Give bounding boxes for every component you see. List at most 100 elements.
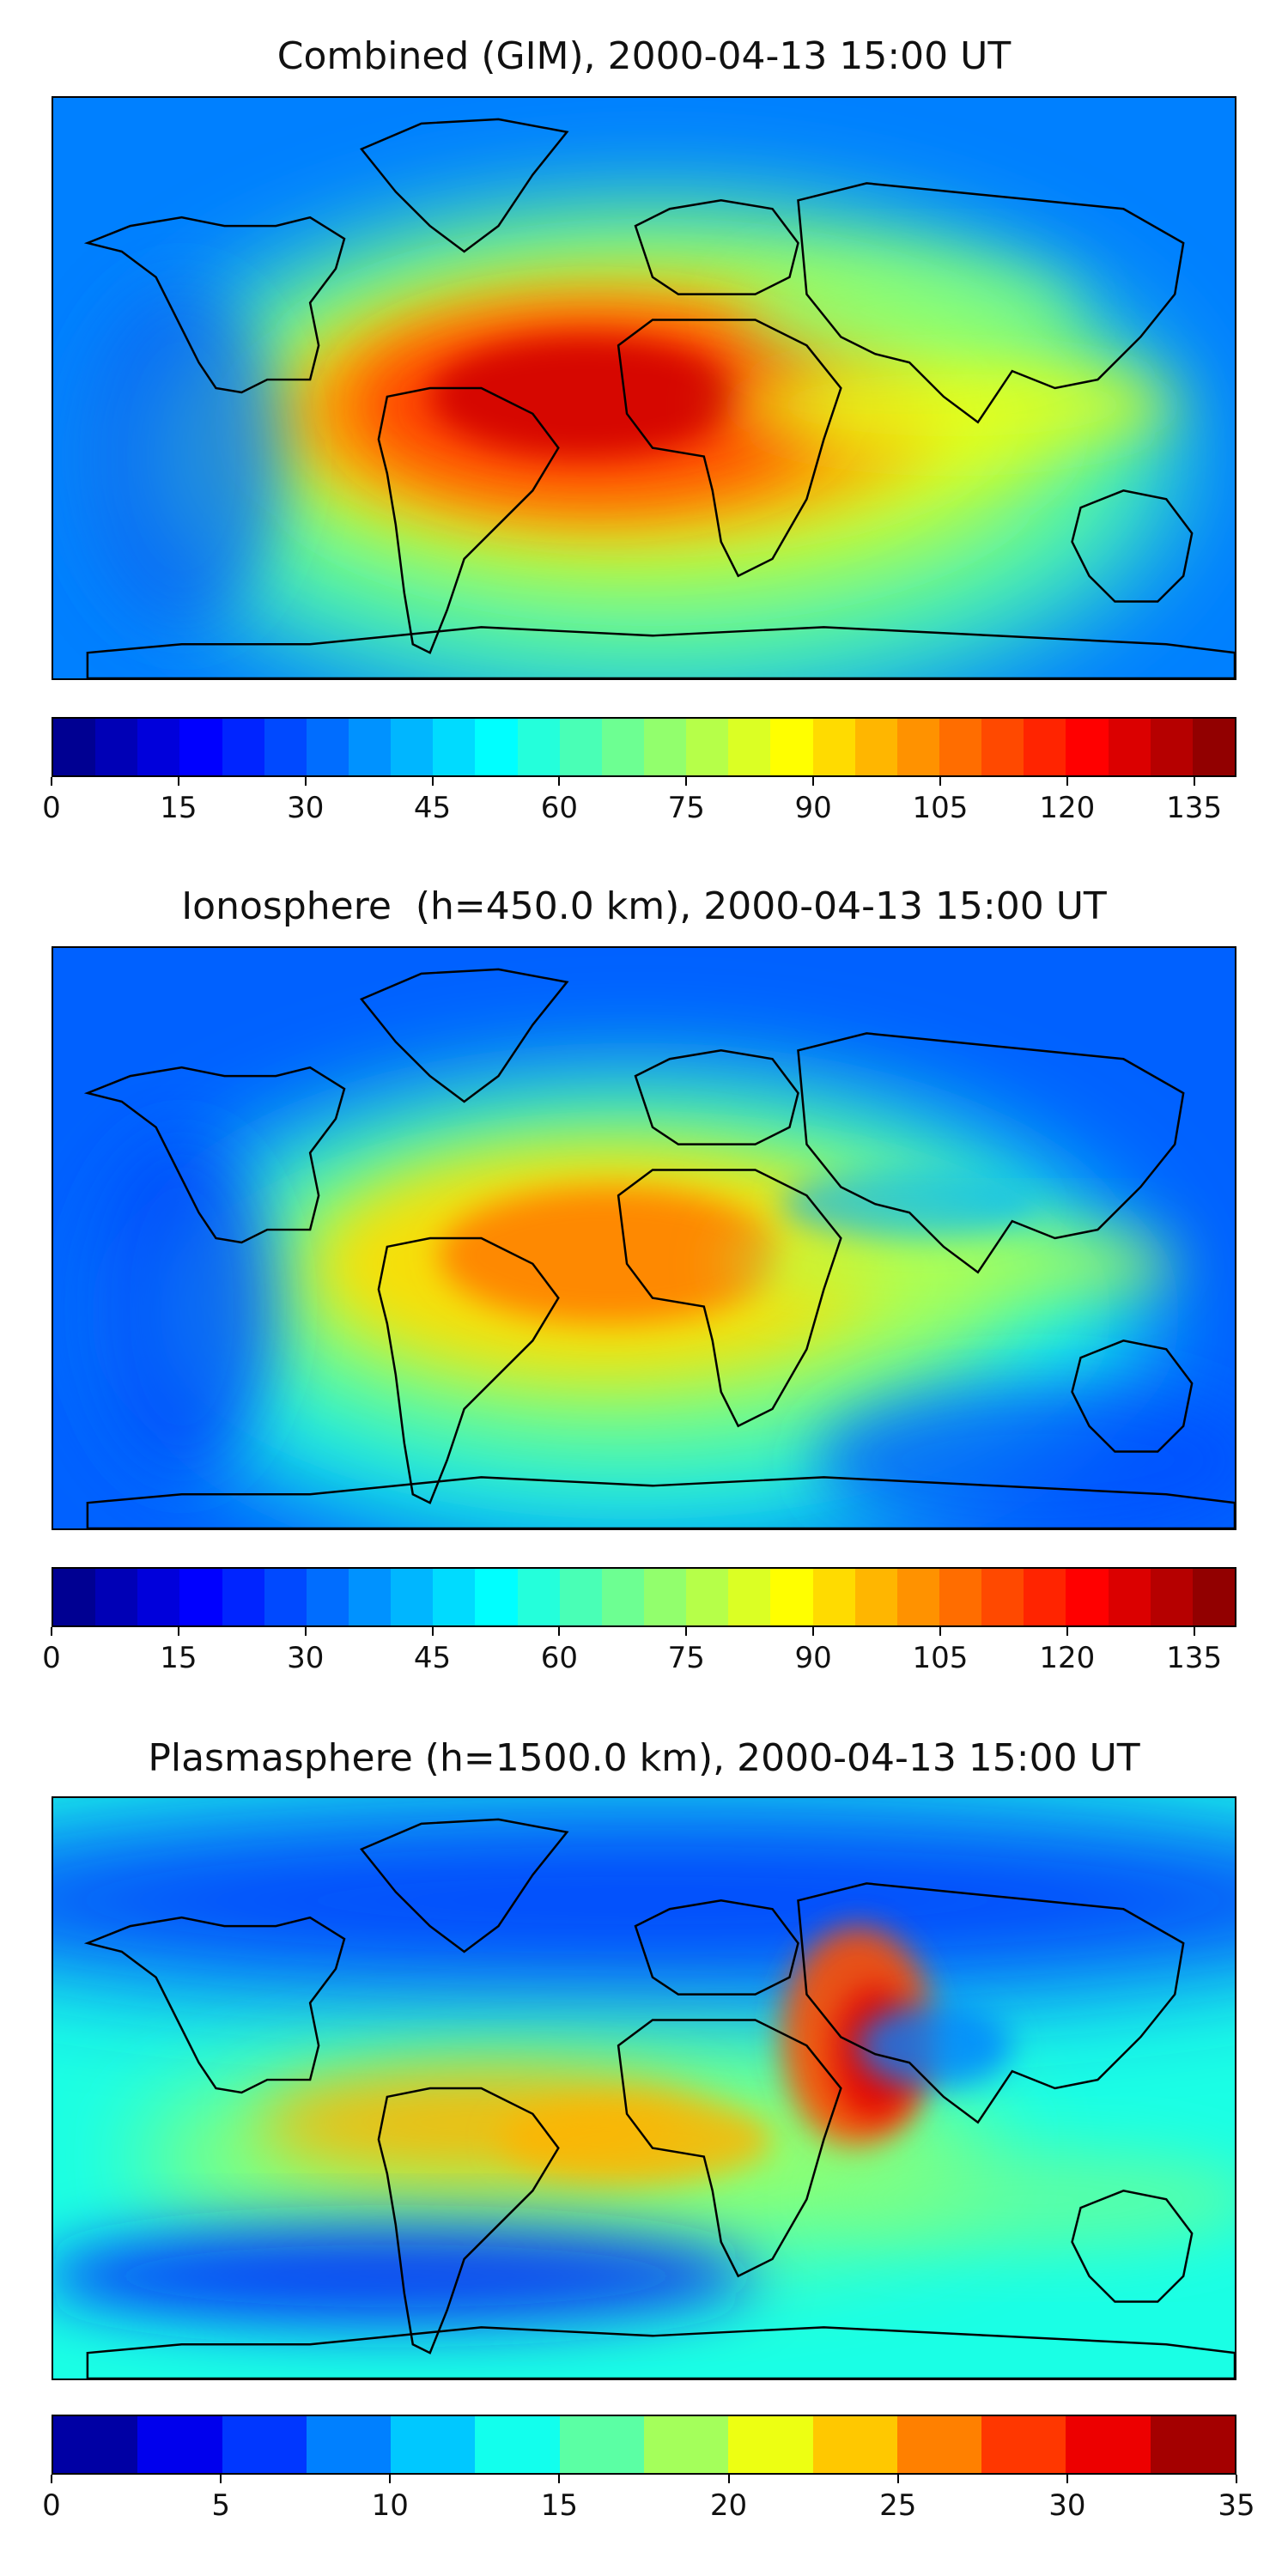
colorbar-level [179,1569,222,1625]
coastline [83,216,346,394]
colorbar-tick [896,2475,899,2483]
plasmasphere-map [52,1796,1236,2380]
colorbar-level [812,1569,855,1625]
colorbar-tick-label: 60 [540,1641,579,1675]
colorbar-tick [939,1627,941,1636]
colorbar-level [686,719,729,775]
colorbar-tick-label: 30 [287,791,325,825]
colorbar-tick [558,777,561,786]
colorbar-tick-label: 90 [794,1641,832,1675]
colorbar-tick [177,777,179,786]
coastline [86,626,1235,678]
colorbar-tick-label: 0 [42,791,61,825]
coastline [83,1066,346,1244]
colorbar-tick-label: 90 [794,791,832,825]
colorbar-tick [304,777,307,786]
colorbar-tick-label: 10 [371,2488,409,2523]
colorbar-level [222,2416,307,2473]
colorbar-tick [51,777,52,786]
colorbar-level [981,1569,1024,1625]
coastline [86,2326,1235,2379]
colorbar-level [53,2416,138,2473]
colorbar-level [306,719,349,775]
combined-title: Combined (GIM), 2000-04-13 15:00 UT [276,34,1012,78]
colorbar-tick-label: 15 [160,1641,197,1675]
colorbar-level [896,719,939,775]
colorbar-tick-label: 45 [413,1641,452,1675]
colorbar-level [137,719,180,775]
colorbar-level [686,1569,729,1625]
colorbar-level [1150,2416,1235,2473]
colorbar-level [939,719,982,775]
coastline [359,1818,569,1953]
colorbar-level [1066,719,1109,775]
colorbar-tick [939,777,941,786]
colorbar-tick-label: 120 [1039,1641,1096,1675]
colorbar-tick [558,1627,561,1636]
coastline [1071,2190,1194,2303]
coastline [359,968,569,1103]
colorbar-tick [431,777,434,786]
colorbar-tick-label: 105 [912,791,969,825]
colorbar-level [391,719,434,775]
colorbar-level [1066,1569,1109,1625]
colorbar-level [854,1569,897,1625]
colorbar-tick-label: 0 [42,2488,61,2523]
coastline [617,319,842,578]
coastline [86,1476,1235,1528]
colorbar-tick-label: 60 [540,791,579,825]
colorbar-level [179,719,222,775]
colorbar-level [391,1569,434,1625]
colorbar-level [1192,719,1235,775]
colorbar-level [770,719,813,775]
field-contour [78,285,285,628]
field-contour [53,2225,756,2328]
colorbar-level [264,719,307,775]
colorbar-tick [177,1627,179,1636]
colorbar-level [728,1569,771,1625]
colorbar-level [1108,719,1151,775]
colorbar-tick-label: 15 [540,2488,579,2523]
field-contour [729,1221,1176,1307]
colorbar-level [433,1569,476,1625]
plasmasphere-colorbar-ticks: 0 5 10 15 20 25 30 35 [42,2475,1255,2526]
colorbar-level [391,2416,476,2473]
colorbar-level [137,1569,180,1625]
colorbar-level [517,719,560,775]
colorbar-level [1066,2416,1151,2473]
field-contour [53,1798,1235,2003]
colorbar-level [728,719,771,775]
colorbar-tick-label: 25 [879,2488,917,2523]
colorbar-level [643,2416,729,2473]
colorbar-level [854,719,897,775]
colorbar-tick [1066,2475,1068,2483]
colorbar-level [475,2416,560,2473]
combined-colorbar [52,717,1236,777]
colorbar-level [601,719,644,775]
colorbar-level [95,719,138,775]
field-contour [429,337,738,457]
ionosphere-title: Ionosphere (h=450.0 km), 2000-04-13 15:0… [181,884,1107,928]
colorbar-level [222,719,264,775]
field-contour [738,259,1081,363]
colorbar-tick-label: 135 [1166,1641,1223,1675]
coastline [1071,1340,1194,1453]
coastline [377,1236,560,1504]
coastline [634,1049,799,1145]
colorbar-level [1150,719,1193,775]
colorbar-level [1024,1569,1066,1625]
colorbar-level [306,2416,392,2473]
coastline [634,199,799,295]
colorbar-tick [51,2475,52,2483]
combined-map [52,96,1236,680]
coastline [377,386,560,654]
colorbar-level [1150,1569,1193,1625]
colorbar-level [1192,1569,1235,1625]
colorbar-tick-label: 120 [1039,791,1096,825]
colorbar-tick [1236,2475,1237,2483]
field-contour [815,2148,1235,2251]
coastline [1071,489,1194,603]
coastline [377,2087,560,2354]
colorbar-level [348,1569,392,1625]
colorbar-tick [1066,1627,1068,1636]
